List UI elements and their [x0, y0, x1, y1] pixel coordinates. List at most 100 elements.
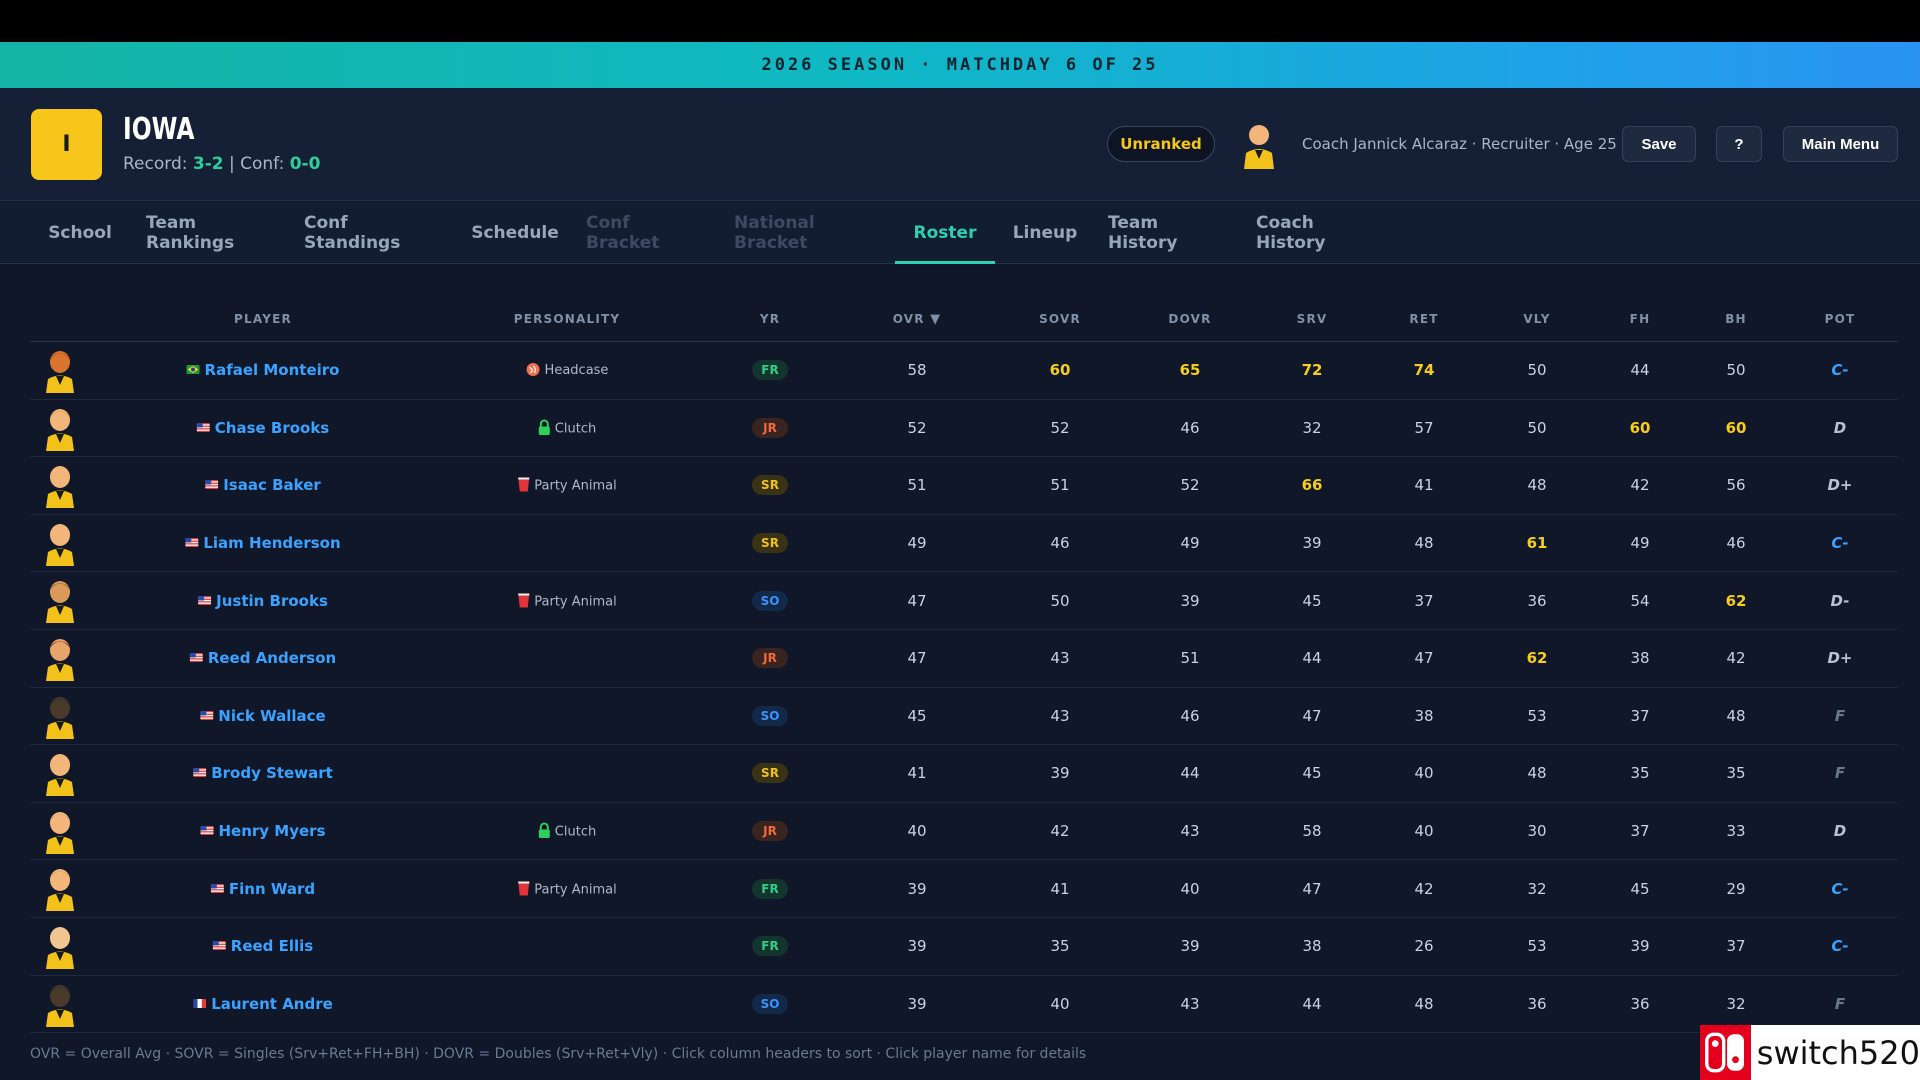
stat-bh: 29	[1726, 879, 1746, 898]
yr-cell: FR	[752, 878, 788, 899]
stat-srv: 39	[1302, 534, 1322, 553]
switch-logo-icon	[1700, 1025, 1751, 1080]
stat-ovr: 58	[907, 361, 927, 380]
potential-grade: F	[1834, 706, 1846, 725]
col-ovr[interactable]: OVR ▼	[893, 312, 942, 327]
stat-bh: 37	[1726, 937, 1746, 956]
potential-grade: F	[1834, 994, 1846, 1013]
main-menu-button[interactable]: Main Menu	[1783, 126, 1898, 162]
record-line: Record: 3-2 | Conf: 0-0	[123, 154, 320, 174]
yr-cell: SO	[752, 705, 788, 726]
stat-ovr: 52	[907, 418, 927, 437]
player-name-link[interactable]: Rafael Monteiro	[204, 361, 340, 380]
help-button[interactable]: ?	[1716, 126, 1762, 162]
potential-grade: C-	[1831, 879, 1849, 898]
stat-ovr: 39	[907, 937, 927, 956]
tab-conf-standings[interactable]: Conf Standings	[304, 213, 401, 253]
stat-sovr: 41	[1050, 879, 1070, 898]
table-row: Nick Wallace SO 45 43 46 47 38 53 37 48 F	[30, 688, 1898, 746]
stat-vly: 61	[1526, 534, 1548, 553]
stat-fh: 37	[1630, 706, 1650, 725]
tab-roster[interactable]: Roster	[895, 202, 995, 264]
tab-lineup[interactable]: Lineup	[1012, 223, 1078, 243]
save-button[interactable]: Save	[1622, 126, 1696, 162]
stat-fh: 35	[1630, 764, 1650, 783]
stat-ovr: 40	[907, 822, 927, 841]
stat-bh: 46	[1726, 534, 1746, 553]
col-personality[interactable]: PERSONALITY	[513, 312, 621, 326]
player-cell: Rafael Monteiro	[186, 361, 340, 380]
player-name-link[interactable]: Reed Ellis	[230, 937, 314, 956]
potential-grade: D	[1833, 418, 1847, 437]
col-bh[interactable]: BH	[1725, 312, 1747, 326]
table-row: Reed Anderson JR 47 43 51 44 47 62 38 42 D+	[30, 630, 1898, 688]
stat-fh: 44	[1630, 361, 1650, 380]
red-cup-icon	[518, 593, 530, 608]
player-name-link[interactable]: Justin Brooks	[216, 591, 328, 610]
red-cup-icon	[518, 881, 530, 896]
stat-srv: 44	[1302, 994, 1322, 1013]
tab-coach-history[interactable]: Coach History	[1256, 213, 1326, 253]
personality-label: Party Animal	[534, 478, 617, 494]
player-cell: Laurent Andre	[193, 995, 333, 1013]
yr-cell: FR	[752, 936, 788, 957]
player-name-link[interactable]: Laurent Andre	[211, 994, 333, 1013]
col-yr[interactable]: YR	[759, 312, 781, 326]
yr-cell: SR	[752, 475, 788, 496]
stat-sovr: 50	[1050, 591, 1070, 610]
flag-usa-icon	[212, 941, 226, 951]
potential-grade: D-	[1830, 591, 1850, 610]
player-name-link[interactable]: Chase Brooks	[214, 418, 330, 437]
tab-team-rankings[interactable]: Team Rankings	[146, 213, 235, 253]
stat-dovr: 46	[1180, 706, 1200, 725]
player-name-link[interactable]: Liam Henderson	[203, 534, 341, 553]
col-player[interactable]: PLAYER	[234, 312, 292, 326]
year-badge: SR	[752, 763, 788, 784]
stat-srv: 45	[1302, 764, 1322, 783]
stat-ovr: 47	[907, 591, 927, 610]
nav-tabs: School Team Rankings Conf Standings Sche…	[0, 202, 1920, 264]
stat-srv: 38	[1302, 937, 1322, 956]
stat-dovr: 40	[1180, 879, 1200, 898]
stat-dovr: 65	[1179, 361, 1201, 380]
col-sovr[interactable]: SOVR	[1039, 312, 1081, 326]
table-row: Isaac Baker Party Animal SR 51 51 52 66 41 48 42 5…	[30, 457, 1898, 515]
personality-label: Headcase	[544, 363, 609, 379]
stat-srv: 47	[1302, 706, 1322, 725]
conf-label: Conf:	[240, 154, 285, 174]
flag-usa-icon	[210, 883, 224, 893]
stat-ret: 47	[1414, 649, 1434, 668]
tab-team-history[interactable]: Team History	[1108, 213, 1178, 253]
year-badge: JR	[752, 648, 788, 669]
player-cell: Brody Stewart	[193, 764, 333, 782]
player-avatar-icon	[46, 811, 74, 854]
player-name-link[interactable]: Henry Myers	[218, 822, 326, 841]
player-name-link[interactable]: Reed Anderson	[207, 649, 337, 668]
stat-dovr: 39	[1180, 591, 1200, 610]
stat-dovr: 44	[1180, 764, 1200, 783]
rank-badge: Unranked	[1107, 126, 1215, 162]
stat-vly: 48	[1527, 476, 1547, 495]
col-srv[interactable]: SRV	[1296, 312, 1328, 326]
stat-bh: 48	[1726, 706, 1746, 725]
col-ret[interactable]: RET	[1409, 312, 1439, 326]
col-vly[interactable]: VLY	[1523, 312, 1551, 326]
player-name-link[interactable]: Nick Wallace	[218, 706, 326, 725]
player-name-link[interactable]: Finn Ward	[228, 879, 316, 898]
stat-srv: 72	[1301, 361, 1323, 380]
stat-ovr: 41	[907, 764, 927, 783]
year-badge: FR	[752, 936, 788, 957]
player-name-link[interactable]: Brody Stewart	[211, 764, 333, 783]
col-pot[interactable]: POT	[1824, 312, 1856, 326]
stat-vly: 36	[1527, 591, 1547, 610]
col-dovr[interactable]: DOVR	[1168, 312, 1212, 326]
record-divider: |	[229, 154, 235, 174]
stat-ret: 37	[1414, 591, 1434, 610]
tab-schedule[interactable]: Schedule	[471, 223, 559, 243]
stat-ovr: 39	[907, 994, 927, 1013]
personality-cell: Party Animal	[517, 592, 617, 609]
player-name-link[interactable]: Isaac Baker	[223, 476, 321, 495]
col-fh[interactable]: FH	[1629, 312, 1651, 326]
school-name: IOWA	[123, 112, 195, 147]
tab-school[interactable]: School	[48, 223, 112, 243]
